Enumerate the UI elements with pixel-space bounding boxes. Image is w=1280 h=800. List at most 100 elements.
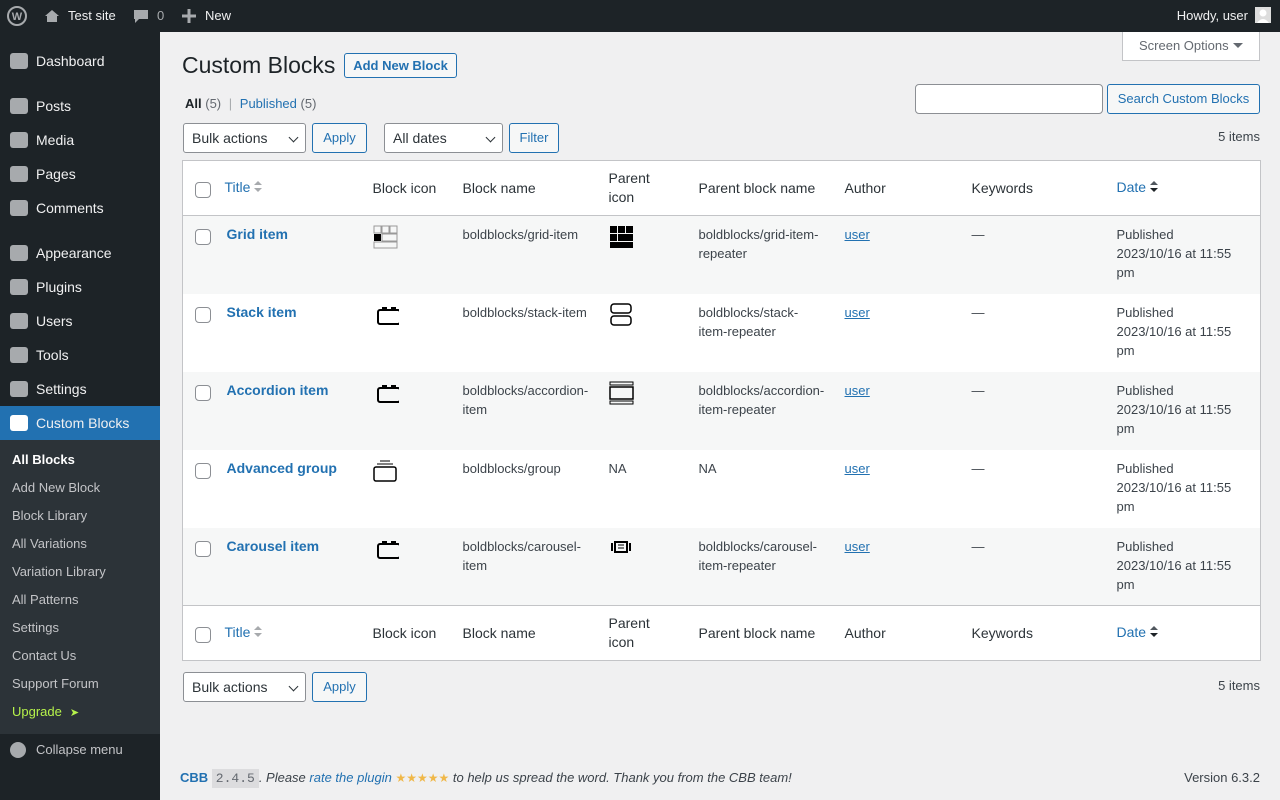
column-label: Parent block name — [698, 179, 816, 196]
menu-item[interactable]: Appearance — [36, 245, 112, 261]
author[interactable]: user — [844, 460, 870, 476]
checkbox[interactable] — [195, 306, 211, 323]
block-icon-cell — [363, 216, 453, 294]
date-filter[interactable]: All dates — [384, 123, 503, 153]
keywords: — — [971, 538, 985, 554]
collapse-menu[interactable]: Collapse menu — [36, 742, 123, 757]
block-title[interactable]: Accordion item — [226, 381, 329, 398]
column-label: Block icon — [372, 179, 437, 196]
menu-item[interactable]: Plugins — [36, 279, 82, 295]
apply-button[interactable]: Apply — [312, 123, 367, 153]
block-name: boldblocks/stack-item — [462, 304, 587, 320]
column-label[interactable]: Title — [224, 179, 251, 196]
sort-indicator-svg — [254, 180, 263, 192]
wp-logo[interactable]: W — [7, 6, 27, 26]
apply-button[interactable]: Apply — [312, 672, 367, 702]
menu-item[interactable]: Tools — [36, 347, 69, 363]
submenu-item[interactable]: Block Library — [12, 508, 88, 523]
checkbox[interactable] — [195, 229, 211, 245]
parent-icon — [608, 381, 679, 412]
parent-block-name: boldblocks/grid-item-repeater — [698, 227, 819, 261]
site-name[interactable]: Test site — [68, 8, 116, 23]
bulk-actions[interactable]: Bulk actions — [183, 123, 306, 153]
submenu-item[interactable]: All Blocks — [12, 452, 75, 467]
items-count: 5 items — [1218, 129, 1260, 144]
checkbox[interactable] — [195, 384, 211, 401]
column-header: Block name — [452, 605, 599, 661]
submenu-item[interactable]: Settings — [12, 620, 59, 635]
keywords: — — [971, 382, 985, 398]
block-icon — [372, 459, 443, 490]
block-title[interactable]: Stack item — [226, 303, 297, 320]
checkbox[interactable] — [195, 181, 211, 198]
add-new-button[interactable]: Add New Block — [344, 53, 457, 78]
page-title: Custom Blocks — [182, 52, 336, 78]
screen-options[interactable]: Screen Options — [1122, 32, 1260, 61]
table-foot: Title Block icon Block name Parent icon Pare… — [182, 605, 1261, 661]
menu-item[interactable]: Custom Blocks — [36, 415, 130, 431]
block-icon-svg — [376, 540, 401, 559]
menu-item[interactable]: Settings — [36, 381, 87, 397]
column-label: Parent icon — [608, 170, 650, 205]
submenu-item[interactable]: Support Forum — [12, 676, 99, 691]
checkbox[interactable] — [195, 462, 211, 479]
checkbox-cell — [183, 372, 215, 450]
menu-icon — [10, 132, 28, 148]
menu-item[interactable]: Pages — [36, 166, 76, 182]
filter-button[interactable]: Filter — [509, 123, 559, 153]
column-label[interactable]: Title — [224, 624, 251, 641]
author-cell: user — [835, 450, 962, 528]
column-header: Author — [834, 605, 962, 661]
comments-count[interactable]: 0 — [157, 8, 165, 23]
view-published[interactable]: Published — [239, 96, 297, 111]
submenu-item[interactable]: Contact Us — [12, 648, 77, 663]
block-title[interactable]: Grid item — [226, 226, 288, 242]
checkbox[interactable] — [195, 626, 211, 643]
author[interactable]: user — [844, 382, 870, 398]
submenu-item[interactable]: All Patterns — [12, 592, 79, 607]
date-cell: Published 2023/10/16 at 11:55 pm — [1107, 216, 1261, 294]
howdy[interactable]: Howdy, user — [1176, 8, 1248, 23]
menu-icon — [10, 166, 28, 182]
bulk-actions[interactable]: Bulk actions — [183, 672, 306, 702]
submenu-item[interactable]: All Variations — [12, 536, 87, 551]
new-link[interactable]: New — [205, 8, 232, 23]
sort-indicator — [1150, 624, 1159, 643]
checkbox[interactable] — [195, 540, 211, 557]
menu-item[interactable]: Posts — [36, 98, 72, 114]
menu-item[interactable]: Dashboard — [36, 53, 105, 69]
column-label[interactable]: Date — [1116, 624, 1147, 641]
view-all[interactable]: All — [185, 96, 202, 111]
submenu-item[interactable]: Add New Block — [12, 480, 101, 495]
author[interactable]: user — [844, 538, 870, 554]
author-cell: user — [835, 294, 962, 372]
author[interactable]: user — [844, 304, 870, 320]
block-title[interactable]: Advanced group — [226, 459, 337, 476]
menu-item[interactable]: Media — [36, 132, 75, 148]
submenu-item[interactable]: Upgrade ➤ — [12, 704, 80, 719]
rate-link[interactable]: rate the plugin — [309, 770, 392, 785]
block-title[interactable]: Carousel item — [226, 537, 320, 554]
column-label[interactable]: Date — [1116, 179, 1147, 196]
checkbox-cell — [183, 528, 215, 606]
screen-options-label[interactable]: Screen Options — [1139, 38, 1229, 53]
column-header: Title — [214, 160, 363, 216]
menu-item[interactable]: Comments — [36, 200, 104, 216]
menu-item[interactable]: Users — [36, 313, 73, 329]
brand[interactable]: CBB — [180, 770, 209, 785]
block-row: Accordion item boldblocks/accordion-item b… — [182, 371, 1261, 450]
submenu-item[interactable]: Variation Library — [12, 564, 106, 579]
upgrade-arrow: ➤ — [69, 707, 80, 719]
avatar[interactable] — [1255, 7, 1271, 23]
author[interactable]: user — [844, 227, 870, 242]
search-button[interactable]: Search Custom Blocks — [1107, 84, 1260, 114]
block-icon-svg — [372, 460, 397, 482]
menu-pointer — [152, 415, 168, 431]
menu-icon — [10, 245, 28, 261]
search-input[interactable] — [915, 84, 1103, 114]
block-icon — [373, 381, 443, 412]
home-icon — [45, 10, 59, 22]
stars[interactable]: ★★★★★ — [395, 771, 450, 785]
author-cell: user — [835, 372, 962, 450]
status: Published — [1116, 382, 1174, 398]
